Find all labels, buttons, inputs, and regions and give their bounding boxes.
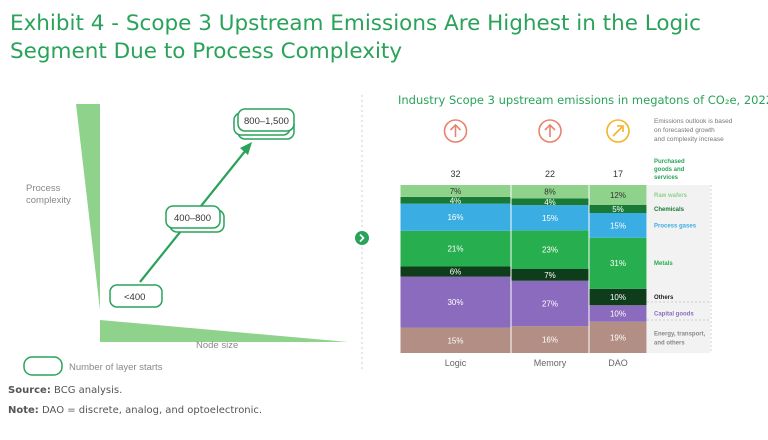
legend-item: Process gases — [654, 223, 697, 229]
y-axis-label-line2: complexity — [26, 195, 71, 206]
legend-background — [647, 185, 710, 353]
outlook-note: Emissions outlook is based on forecasted… — [654, 118, 733, 143]
layer-box-medium: 400–800 — [165, 205, 225, 233]
total-label-dao: 17 — [613, 169, 623, 179]
arrow-up-right-icon — [606, 119, 630, 143]
note-line: Note: DAO = discrete, analog, and optoel… — [8, 405, 262, 416]
bar-segment — [511, 230, 589, 269]
next-arrow-icon[interactable] — [355, 231, 369, 245]
complexity-arrow-head — [240, 142, 252, 155]
legend-item: Metals — [654, 261, 673, 267]
bar-segment — [589, 305, 647, 322]
layer-starts-legend-label: Number of layer starts — [69, 362, 163, 373]
legend-item: Energy, transport, — [654, 331, 706, 337]
source-line: Source: BCG analysis. — [8, 385, 122, 396]
bar-segment — [400, 276, 511, 328]
bar-segment — [589, 237, 647, 289]
legend-header-line1: Purchased — [654, 159, 685, 165]
segment-label: 10% — [610, 293, 626, 302]
legend-item: Chemicals — [654, 207, 685, 213]
layer-box-small-label: <400 — [124, 292, 145, 303]
bar-segment — [511, 269, 589, 281]
note-label: Note: — [8, 405, 39, 416]
category-label-memory: Memory — [534, 358, 567, 368]
total-label-memory: 22 — [545, 169, 555, 179]
bar-segment — [400, 203, 511, 231]
segment-label: 5% — [612, 205, 624, 214]
segment-label: 4% — [450, 196, 462, 205]
bar-segment — [589, 185, 647, 205]
bar-segment — [400, 266, 511, 277]
legend-item: Capital goods — [654, 311, 694, 317]
process-complexity-wedge — [76, 104, 100, 310]
category-label-dao: DAO — [608, 358, 628, 368]
layer-box-large: 800–1,500 — [233, 108, 295, 140]
layer-box-medium-label: 400–800 — [174, 213, 211, 224]
arrow-head — [449, 123, 462, 131]
arrow-up-icon — [443, 119, 468, 143]
segment-label: 16% — [542, 336, 558, 345]
arrow-head — [544, 123, 556, 131]
bar-segment — [400, 230, 511, 267]
segment-label: 31% — [610, 259, 626, 268]
node-size-wedge — [100, 320, 348, 342]
arrow-up-icon — [538, 119, 562, 143]
y-axis-label-line1: Process — [26, 183, 61, 194]
segment-label: 7% — [544, 271, 556, 280]
layer-box-small: <400 — [109, 284, 163, 308]
bar-segment — [400, 185, 511, 197]
source-label: Source: — [8, 385, 51, 396]
segment-label: 6% — [450, 268, 462, 277]
bar-segment — [589, 204, 647, 213]
note-text: DAO = discrete, analog, and optoelectron… — [42, 405, 263, 416]
segment-label: 15% — [447, 336, 463, 345]
bar-segment — [589, 288, 647, 306]
bar-segment — [511, 326, 589, 353]
arrow-shaft — [612, 126, 623, 137]
segment-label: 30% — [447, 298, 463, 307]
segment-label: 16% — [447, 213, 463, 222]
segment-label: 7% — [450, 187, 462, 196]
bar-segment — [511, 185, 589, 199]
segment-label: 19% — [610, 333, 626, 342]
layer-starts-legend-swatch — [23, 356, 63, 376]
source-text: BCG analysis. — [54, 385, 123, 396]
segment-label: 23% — [542, 246, 558, 255]
legend-item: Others — [654, 295, 674, 301]
legend-header-line3: services — [654, 175, 679, 181]
category-label-logic: Logic — [445, 358, 467, 368]
segment-label: 15% — [610, 221, 626, 230]
segment-label: 4% — [544, 198, 556, 207]
bar-segment — [511, 198, 589, 206]
segment-label: 10% — [610, 309, 626, 318]
x-axis-label: Node size — [196, 340, 238, 351]
bar-segment — [400, 196, 511, 204]
outlook-note-line3: and complexity increase — [654, 136, 724, 143]
bar-segment — [511, 205, 589, 231]
layer-box-large-label: 800–1,500 — [244, 116, 289, 127]
segment-label: 8% — [544, 188, 556, 197]
bar-segment — [589, 213, 647, 238]
bar-segment — [589, 321, 647, 353]
outlook-note-line1: Emissions outlook is based — [654, 118, 733, 125]
segment-label: 21% — [447, 245, 463, 254]
outlook-note-line2: on forecasted growth — [654, 127, 715, 134]
arrow-head — [617, 125, 624, 132]
chart-title: Industry Scope 3 upstream emissions in m… — [398, 93, 768, 107]
segment-label: 15% — [542, 214, 558, 223]
bar-segment — [511, 280, 589, 327]
page-title: Exhibit 4 - Scope 3 Upstream Emissions A… — [10, 11, 701, 64]
segment-label: 12% — [610, 191, 626, 200]
legend-item: Raw wafers — [654, 193, 688, 199]
next-arrow-chevron — [359, 233, 365, 243]
total-label-logic: 32 — [450, 169, 460, 179]
bar-segment — [400, 327, 511, 353]
legend-header-line2: goods and — [654, 167, 685, 173]
legend-item: and others — [654, 340, 685, 346]
segment-label: 27% — [542, 299, 558, 308]
